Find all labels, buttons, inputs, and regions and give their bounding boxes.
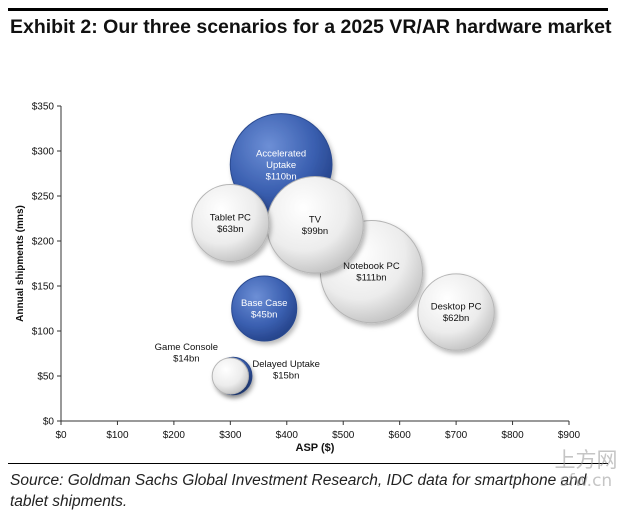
y-tick-label: $150: [32, 282, 55, 293]
bubble-value-game-console: $14bn: [173, 354, 199, 365]
bubble-value-tablet-pc: $63bn: [217, 224, 243, 235]
x-tick-label: $0: [55, 430, 67, 441]
bubble-tablet-pc: [191, 184, 270, 262]
bubble-label-notebook-pc: Notebook PC: [343, 261, 400, 272]
x-tick-label: $100: [106, 430, 129, 441]
bubble-value-base-case: $45bn: [251, 310, 277, 321]
bubble-value-tv: $99bn: [302, 226, 328, 237]
bubble-value-notebook-pc: $111bn: [356, 273, 386, 284]
source-note: Source: Goldman Sachs Global Investment …: [10, 472, 587, 510]
bubble-game-console: [211, 357, 249, 395]
x-tick-label: $500: [332, 430, 355, 441]
x-tick-label: $600: [389, 430, 412, 441]
top-rule: [8, 8, 608, 11]
x-axis-title: ASP ($): [296, 442, 335, 454]
bubble-value-delayed-uptake: $15bn: [273, 371, 299, 382]
bubble-label-delayed-uptake: Delayed Uptake: [252, 359, 320, 370]
x-tick-label: $800: [501, 430, 524, 441]
bubble-label-tv: TV: [309, 214, 322, 225]
bubble-label-desktop-pc: Desktop PC: [431, 302, 482, 313]
y-tick-label: $100: [32, 327, 55, 338]
bubble-label-base-case: Base Case: [241, 298, 287, 309]
exhibit-title: Exhibit 2: Our three scenarios for a 202…: [10, 16, 612, 38]
bottom-rule: [8, 463, 608, 464]
bubble-base-case: [231, 275, 298, 342]
bubble-value-desktop-pc: $62bn: [443, 313, 469, 324]
bubble-desktop-pc: [417, 273, 495, 351]
y-tick-label: $50: [37, 372, 54, 383]
bubble-label-game-console: Game Console: [155, 342, 218, 353]
y-axis-title: Annual shipments (mns): [15, 205, 26, 322]
watermark-cn: 上方网: [554, 448, 618, 472]
bubble-label-accelerated-uptake: Accelerated: [256, 148, 306, 159]
bubble-chart: $0 $50 $100 $150 $200 $250 $300 $350 $0 $100 $200 $…: [15, 102, 581, 455]
y-tick-label: $0: [43, 417, 55, 428]
watermark: 上方网 sfw.cn: [546, 448, 626, 490]
x-tick-label: $400: [276, 430, 299, 441]
x-tick-label: $900: [558, 430, 581, 441]
bubble-value-accelerated-uptake: $110bn: [266, 171, 297, 182]
y-tick-label: $300: [32, 147, 55, 158]
x-tick-label: $300: [219, 430, 242, 441]
y-tick-label: $200: [32, 237, 55, 248]
y-tick-label: $250: [32, 192, 55, 203]
watermark-en: sfw.cn: [559, 471, 613, 491]
bubble-label-tablet-pc: Tablet PC: [210, 213, 251, 224]
x-tick-label: $700: [445, 430, 468, 441]
bubble-label-accelerated-uptake: Uptake: [266, 160, 296, 171]
x-tick-label: $200: [163, 430, 186, 441]
y-tick-label: $350: [32, 102, 55, 113]
